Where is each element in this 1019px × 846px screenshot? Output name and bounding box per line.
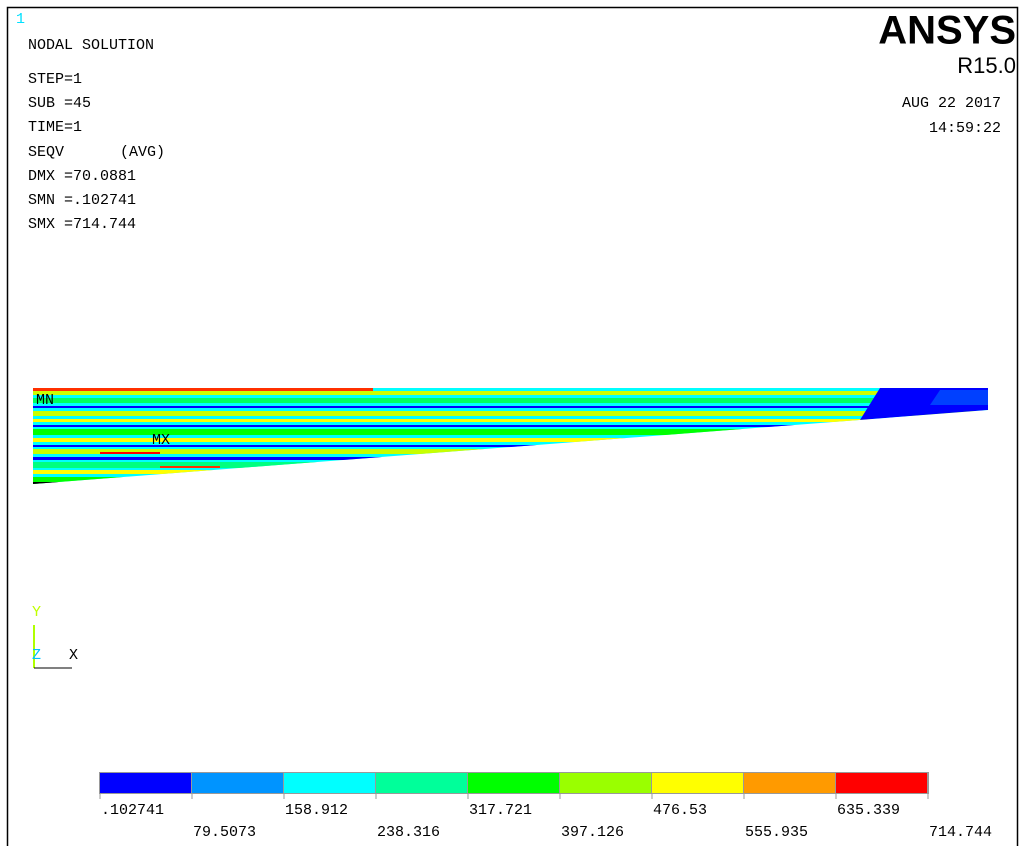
triad-z: Z xyxy=(32,647,41,664)
title: NODAL SOLUTION xyxy=(28,37,154,54)
version: R15.0 xyxy=(957,53,1016,78)
contour-plot xyxy=(33,388,988,484)
triad-x: X xyxy=(69,647,78,664)
legend: .102741 79.5073 158.912 238.316 317.721 397.1… xyxy=(99,772,992,841)
legend-swatch xyxy=(560,773,651,793)
legend-label: 714.744 xyxy=(929,824,992,841)
legend-label: 317.721 xyxy=(469,802,532,819)
clock: 14:59:22 xyxy=(929,120,1001,137)
step: STEP=1 xyxy=(28,71,82,88)
legend-label: 635.339 xyxy=(837,802,900,819)
brand: ANSYS xyxy=(878,9,1016,53)
window-number: 1 xyxy=(16,11,25,28)
legend-swatch xyxy=(100,773,191,793)
max-marker: MX xyxy=(152,432,170,449)
legend-swatch xyxy=(376,773,467,793)
legend-label: 476.53 xyxy=(653,802,707,819)
legend-label: 238.316 xyxy=(377,824,440,841)
smn: SMN =.102741 xyxy=(28,192,136,209)
legend-swatch xyxy=(744,773,835,793)
legend-swatch xyxy=(192,773,283,793)
triad-y: Y xyxy=(32,604,41,621)
quantity: SEQV xyxy=(28,144,64,161)
time: TIME=1 xyxy=(28,119,82,136)
date: AUG 22 2017 xyxy=(902,95,1001,112)
legend-swatch xyxy=(652,773,743,793)
legend-swatch xyxy=(284,773,375,793)
sub: SUB =45 xyxy=(28,95,91,112)
averaging: (AVG) xyxy=(120,144,165,161)
smx: SMX =714.744 xyxy=(28,216,136,233)
legend-label: 397.126 xyxy=(561,824,624,841)
legend-label: 555.935 xyxy=(745,824,808,841)
legend-label: .102741 xyxy=(101,802,164,819)
legend-label: 158.912 xyxy=(285,802,348,819)
frame xyxy=(6,6,1019,846)
legend-swatch xyxy=(836,773,927,793)
dmx: DMX =70.0881 xyxy=(28,168,136,185)
min-marker: MN xyxy=(36,392,54,409)
legend-label: 79.5073 xyxy=(193,824,256,841)
legend-swatch xyxy=(468,773,559,793)
